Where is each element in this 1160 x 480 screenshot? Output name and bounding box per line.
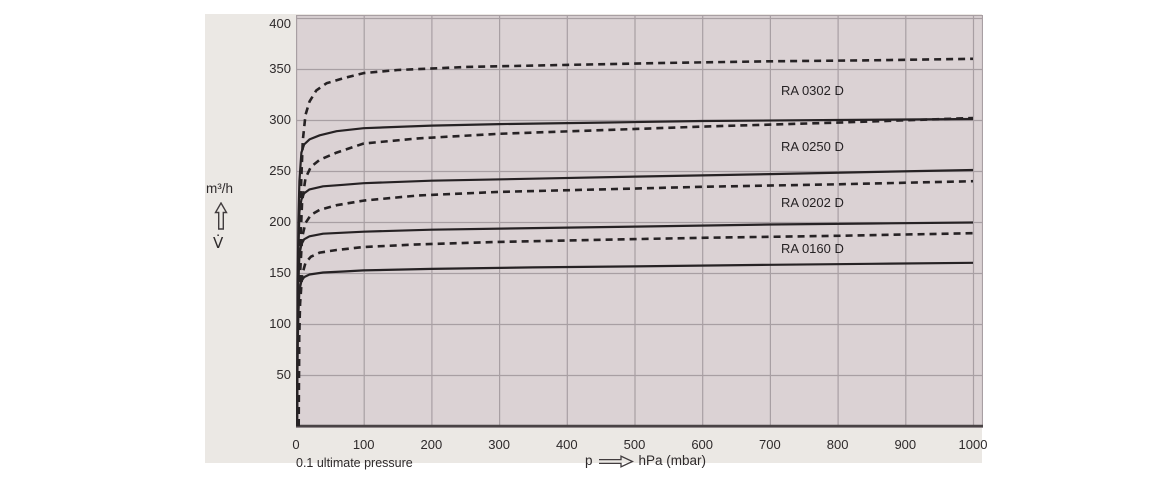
x-axis-unit: hPa (mbar) xyxy=(638,453,707,468)
y-tick-label: 100 xyxy=(269,316,291,331)
x-tick-label: 400 xyxy=(555,437,578,452)
plot-area xyxy=(296,15,983,428)
y-axis-symbol: V̇ xyxy=(213,234,224,252)
x-axis-caption: p hPa (mbar) xyxy=(585,453,706,468)
curve-label: RA 0250 D xyxy=(781,139,844,154)
series-line-ra-0202-d-dashed xyxy=(297,179,974,427)
x-tick-label: 700 xyxy=(759,437,781,452)
curve-label: RA 0302 D xyxy=(781,83,844,98)
right-arrow-icon xyxy=(598,454,634,468)
x-tick-label: 200 xyxy=(420,437,443,452)
x-tick-label: 800 xyxy=(826,437,849,452)
y-tick-label: 400 xyxy=(269,16,291,31)
series-line-ra-0160-d-dashed xyxy=(297,231,974,427)
y-axis-unit: m³/h xyxy=(206,181,233,196)
x-tick-label: 1000 xyxy=(958,437,988,452)
y-tick-label: 150 xyxy=(269,265,291,280)
series-line-ra-0250-d-solid xyxy=(296,168,974,427)
x-tick-label: 300 xyxy=(488,437,510,452)
plot-border xyxy=(296,15,983,428)
y-tick-label: 250 xyxy=(269,163,291,178)
x-tick-label: 600 xyxy=(691,437,714,452)
curve-label: RA 0160 D xyxy=(781,241,844,256)
x-axis-footnote: 0.1 ultimate pressure xyxy=(296,456,413,470)
y-tick-label: 50 xyxy=(276,367,291,382)
series-line-ra-0160-d-solid xyxy=(296,261,974,427)
curve-label: RA 0202 D xyxy=(781,195,844,210)
series-line-ra-0250-d-dashed xyxy=(297,116,974,427)
y-tick-label: 300 xyxy=(269,112,291,127)
x-tick-label: 500 xyxy=(623,437,646,452)
x-tick-label: 0 xyxy=(292,437,300,452)
y-tick-label: 350 xyxy=(269,61,291,76)
x-tick-label: 900 xyxy=(894,437,917,452)
up-arrow-icon xyxy=(214,201,228,235)
series-line-ra-0202-d-solid xyxy=(296,221,974,427)
series-line-ra-0302-d-solid xyxy=(296,117,974,427)
x-axis-symbol: p xyxy=(585,453,593,468)
y-tick-label: 200 xyxy=(269,214,291,229)
plot-svg xyxy=(296,15,983,428)
x-tick-label: 100 xyxy=(352,437,375,452)
